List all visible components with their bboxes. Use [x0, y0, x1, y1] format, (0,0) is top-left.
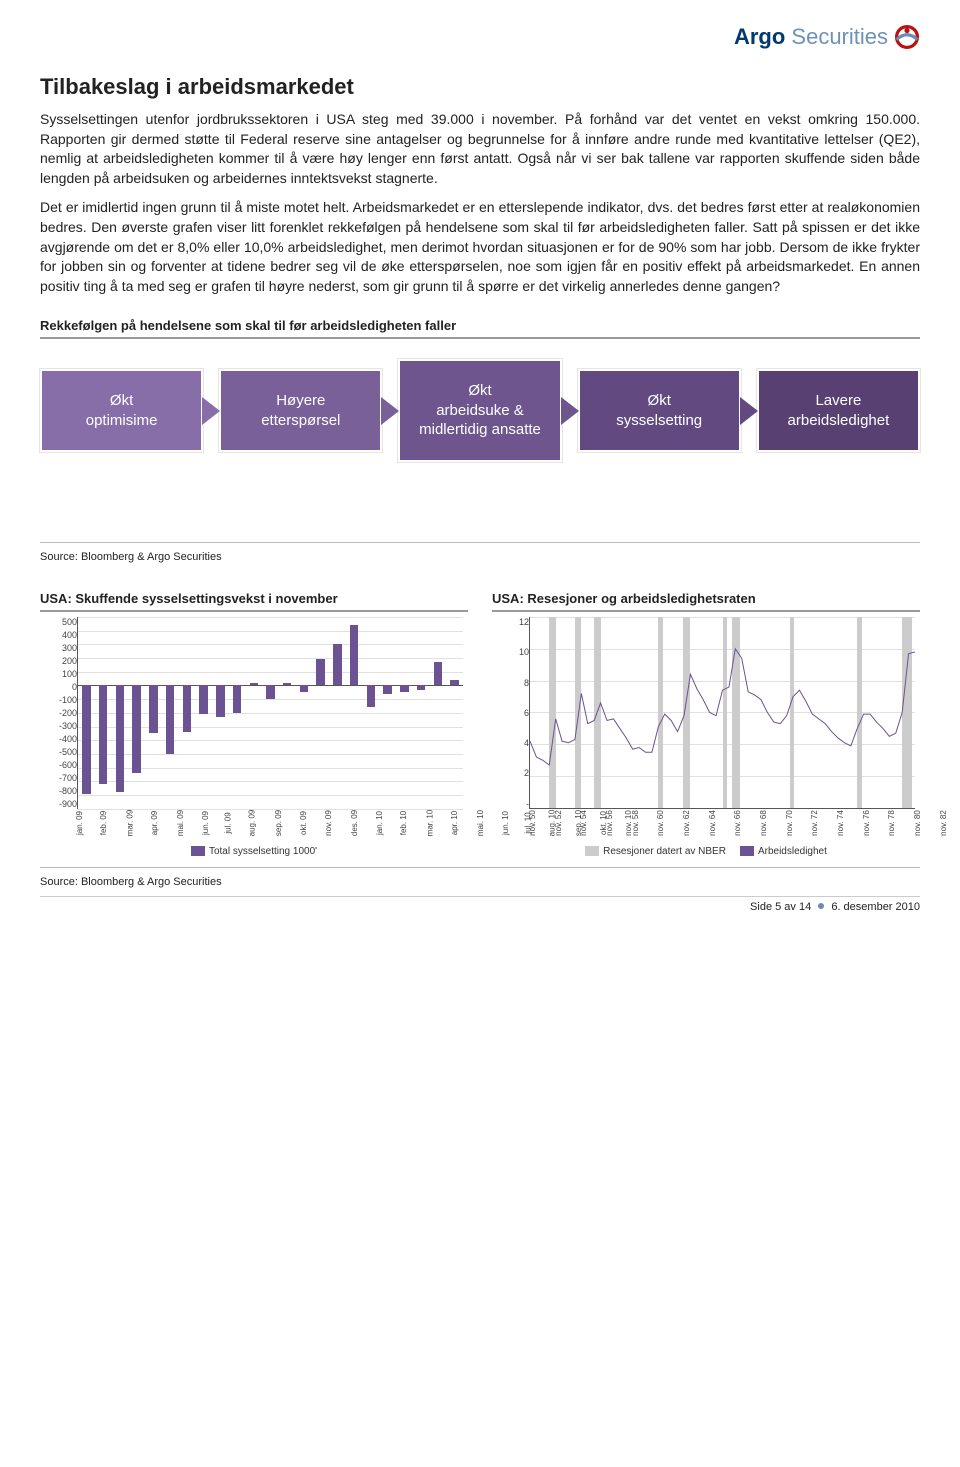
bar	[116, 685, 124, 792]
bar	[82, 685, 90, 793]
flow-diagram-heading: Rekkefølgen på hendelsene som skal til f…	[40, 316, 920, 339]
bar	[199, 685, 207, 714]
brand-primary: Argo	[734, 24, 785, 49]
chart-right-title: USA: Resesjoner og arbeidsledighetsraten	[492, 589, 920, 612]
bar	[417, 685, 425, 689]
legend-left-label: Total sysselsetting 1000'	[209, 846, 317, 857]
bar	[149, 685, 157, 733]
body-paragraph-1: Sysselsettingen utenfor jordbrukssektore…	[40, 110, 920, 188]
bar	[250, 683, 258, 686]
bar	[183, 685, 191, 732]
flow-step-1: Øktoptimisime	[40, 369, 203, 452]
source-line-1: Source: Bloomberg & Argo Securities	[40, 549, 920, 565]
bar	[283, 683, 291, 686]
brand-name: Argo Securities	[734, 24, 888, 50]
bar	[400, 685, 408, 692]
bar	[367, 685, 375, 707]
flow-step-4: Øktsysselsetting	[578, 369, 741, 452]
footer-date: 6. desember 2010	[831, 901, 920, 913]
separator-2	[40, 867, 920, 868]
bar	[434, 662, 442, 685]
chart-left-title: USA: Skuffende sysselsettingsvekst i nov…	[40, 589, 468, 612]
footer-page: Side 5 av 14	[750, 901, 811, 913]
flow-diagram: ØktoptimisimeHøyereetterspørselØktarbeid…	[40, 359, 920, 462]
brand-secondary: Securities	[791, 24, 888, 49]
unemployment-line	[530, 617, 915, 808]
bar	[99, 685, 107, 784]
flow-arrow-icon	[202, 397, 220, 425]
source-line-2: Source: Bloomberg & Argo Securities	[40, 874, 920, 890]
footer-bullet-icon	[818, 903, 824, 909]
bar	[316, 659, 324, 685]
bar	[266, 685, 274, 699]
bar	[300, 685, 308, 692]
bar	[450, 680, 458, 685]
body-paragraph-2: Det er imidlertid ingen grunn til å mist…	[40, 198, 920, 296]
separator	[40, 542, 920, 543]
flow-arrow-icon	[740, 397, 758, 425]
flow-arrow-icon	[381, 397, 399, 425]
brand-header: Argo Securities	[40, 24, 920, 50]
page-footer: Side 5 av 14 6. desember 2010	[40, 896, 920, 913]
chart-left: 5004003002001000-100-200-300-400-500-600…	[40, 616, 468, 838]
chart-left-legend: Total sysselsetting 1000'	[40, 846, 468, 857]
page-title: Tilbakeslag i arbeidsmarkedet	[40, 74, 920, 100]
bar	[383, 685, 391, 693]
bar	[333, 644, 341, 685]
bar	[350, 625, 358, 685]
flow-step-2: Høyereetterspørsel	[219, 369, 382, 452]
legend-right-b: Arbeidsledighet	[758, 846, 827, 857]
flow-step-3: Øktarbeidsuke &midlertidig ansatte	[398, 359, 561, 462]
chart-right-legend: Resesjoner datert av NBER Arbeidsledighe…	[492, 846, 920, 857]
bar	[132, 685, 140, 773]
bar	[233, 685, 241, 712]
chart-right: 12108642- nov. 50nov. 52nov. 54nov. 56no…	[492, 616, 920, 838]
bar	[216, 685, 224, 717]
brand-logo-icon	[894, 24, 920, 50]
flow-step-5: Laverearbeidsledighet	[757, 369, 920, 452]
legend-right-a: Resesjoner datert av NBER	[603, 846, 726, 857]
bar	[166, 685, 174, 754]
flow-arrow-icon	[561, 397, 579, 425]
